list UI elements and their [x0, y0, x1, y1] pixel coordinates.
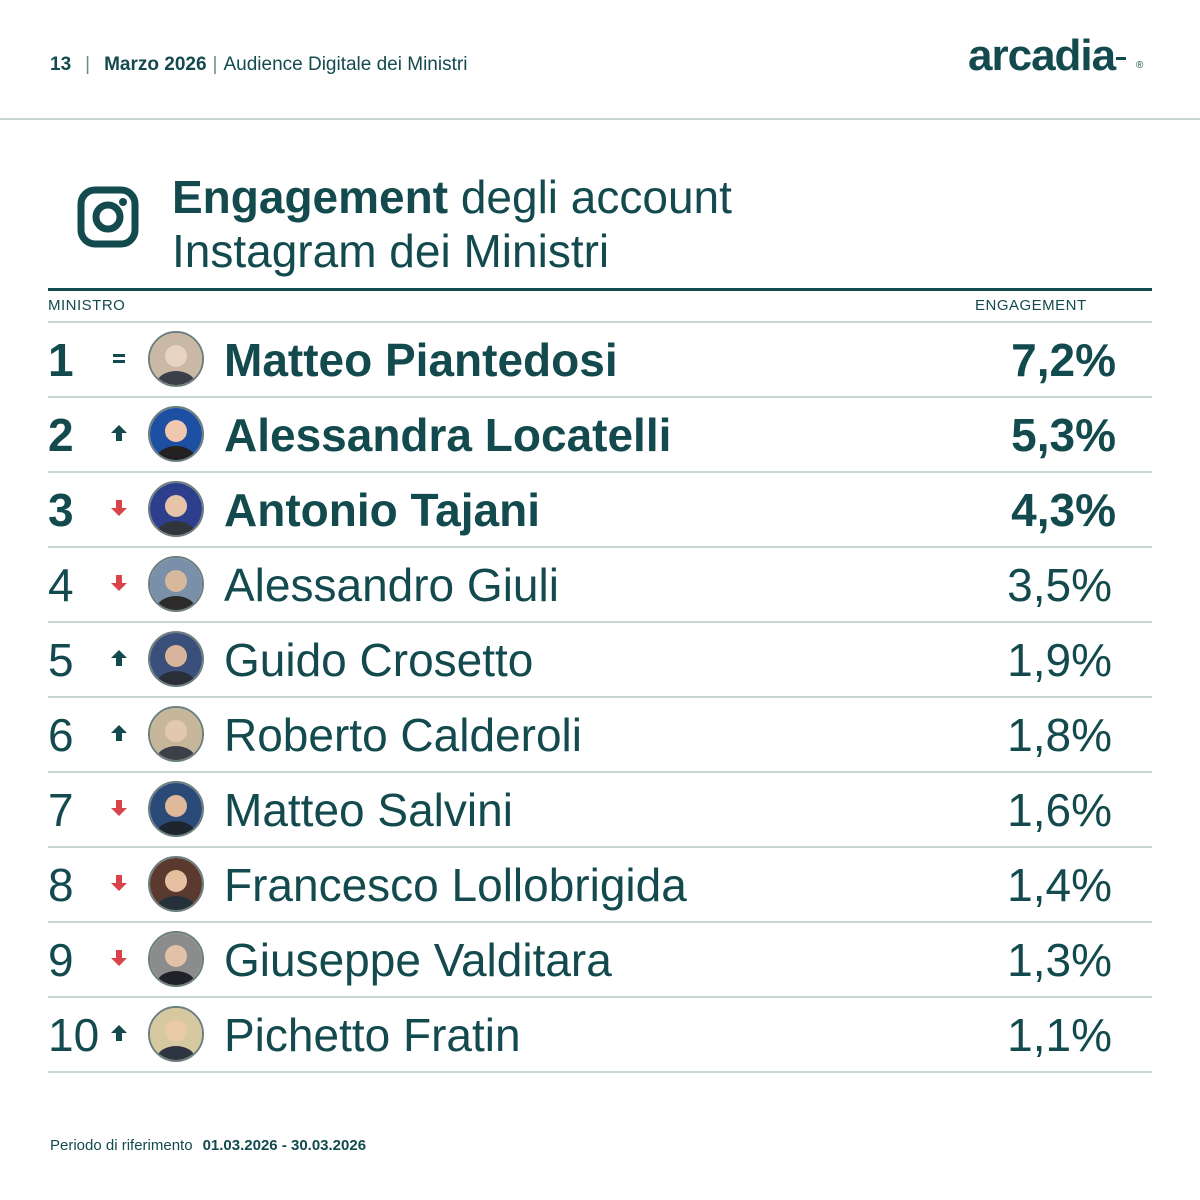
minister-avatar — [148, 406, 204, 462]
engagement-value: 1,1% — [1007, 1009, 1112, 1061]
footer-label: Periodo di riferimento — [50, 1137, 193, 1154]
title-line2: Instagram dei Ministri — [172, 225, 610, 277]
arrow-down-icon — [111, 875, 127, 891]
minister-name: Pichetto Fratin — [224, 1009, 521, 1061]
table-row: 2 Alessandra Locatelli 5,3% — [48, 396, 1152, 471]
minister-name: Alessandro Giuli — [224, 559, 559, 611]
minister-avatar — [148, 781, 204, 837]
title-rest: degli account — [448, 171, 732, 223]
column-header-minister: MINISTRO — [48, 297, 126, 314]
ranking-table: 1 Matteo Piantedosi 7,2% 2 Alessandra Locate… — [48, 321, 1152, 1073]
rank-number: 9 — [48, 934, 74, 986]
rank-number: 7 — [48, 784, 74, 836]
minister-avatar — [148, 931, 204, 987]
minister-name: Antonio Tajani — [224, 484, 541, 536]
arrow-down-icon — [111, 500, 127, 516]
minister-avatar — [148, 556, 204, 612]
page-number: 13 — [50, 54, 72, 75]
minister-name: Guido Crosetto — [224, 634, 534, 686]
logo-dash — [1116, 56, 1127, 60]
table-row: 3 Antonio Tajani 4,3% — [48, 471, 1152, 546]
rank-number: 8 — [48, 859, 74, 911]
rank-number: 1 — [48, 334, 74, 386]
minister-name: Francesco Lollobrigida — [224, 859, 687, 911]
rank-number: 2 — [48, 409, 74, 461]
column-header-engagement: ENGAGEMENT — [975, 297, 1087, 314]
minister-avatar — [148, 856, 204, 912]
rank-number: 5 — [48, 634, 74, 686]
table-row: 4 Alessandro Giuli 3,5% — [48, 546, 1152, 621]
engagement-value: 4,3% — [1011, 484, 1116, 536]
engagement-value: 1,3% — [1007, 934, 1112, 986]
report-title: Audience Digitale dei Ministri — [223, 54, 468, 75]
table-row: 8 Francesco Lollobrigida 1,4% — [48, 846, 1152, 921]
engagement-value: 7,2% — [1011, 334, 1116, 386]
engagement-value: 5,3% — [1011, 409, 1116, 461]
minister-name: Roberto Calderoli — [224, 709, 582, 761]
registered-mark: ® — [1136, 60, 1143, 71]
minister-avatar — [148, 481, 204, 537]
arrow-down-icon — [111, 575, 127, 591]
logo-text: arcadia — [968, 31, 1116, 80]
arrow-up-icon — [111, 650, 127, 666]
engagement-value: 1,9% — [1007, 634, 1112, 686]
engagement-value: 3,5% — [1007, 559, 1112, 611]
table-row: 1 Matteo Piantedosi 7,2% — [48, 321, 1152, 396]
engagement-value: 1,6% — [1007, 784, 1112, 836]
table-row: 6 Roberto Calderoli 1,8% — [48, 696, 1152, 771]
minister-avatar — [148, 631, 204, 687]
minister-name: Giuseppe Valditara — [224, 934, 612, 986]
table-row: 5 Guido Crosetto 1,9% — [48, 621, 1152, 696]
table-top-rule — [48, 288, 1152, 291]
minister-name: Alessandra Locatelli — [224, 409, 672, 461]
table-row: 10 Pichetto Fratin 1,1% — [48, 996, 1152, 1073]
rank-number: 3 — [48, 484, 74, 536]
minister-avatar — [148, 1006, 204, 1062]
table-row: 7 Matteo Salvini 1,6% — [48, 771, 1152, 846]
rank-number: 10 — [48, 1009, 100, 1061]
table-row: 9 Giuseppe Valditara 1,3% — [48, 921, 1152, 996]
arcadia-logo: arcadia ® — [968, 28, 1143, 84]
arrow-up-icon — [111, 1025, 127, 1041]
header-period: Marzo 2026 — [104, 54, 207, 75]
arrow-down-icon — [111, 800, 127, 816]
engagement-value: 1,8% — [1007, 709, 1112, 761]
arrow-down-icon — [111, 950, 127, 966]
minister-avatar — [148, 331, 204, 387]
minister-avatar — [148, 706, 204, 762]
header-text: 13 | Marzo 2026 | Audience Digitale dei Mini… — [50, 53, 467, 77]
minister-name: Matteo Piantedosi — [224, 334, 618, 386]
title-bold: Engagement — [172, 171, 449, 223]
footer-range: 01.03.2026 - 30.03.2026 — [202, 1137, 367, 1154]
header-separator: | — [212, 54, 218, 75]
instagram-icon — [77, 186, 139, 248]
header-separator: | — [85, 54, 91, 75]
arrow-up-icon — [111, 425, 127, 441]
arrow-up-icon — [111, 725, 127, 741]
page-header: 13 | Marzo 2026 | Audience Digitale dei Mini… — [0, 0, 1200, 120]
footer: Periodo di riferimento 01.03.2026 - 30.03… — [50, 1137, 366, 1154]
minister-name: Matteo Salvini — [224, 784, 513, 836]
rank-number: 4 — [48, 559, 74, 611]
page-title: Engagement degli account Instagram dei M… — [172, 170, 732, 278]
rank-number: 6 — [48, 709, 74, 761]
engagement-value: 1,4% — [1007, 859, 1112, 911]
equal-icon — [113, 354, 125, 363]
